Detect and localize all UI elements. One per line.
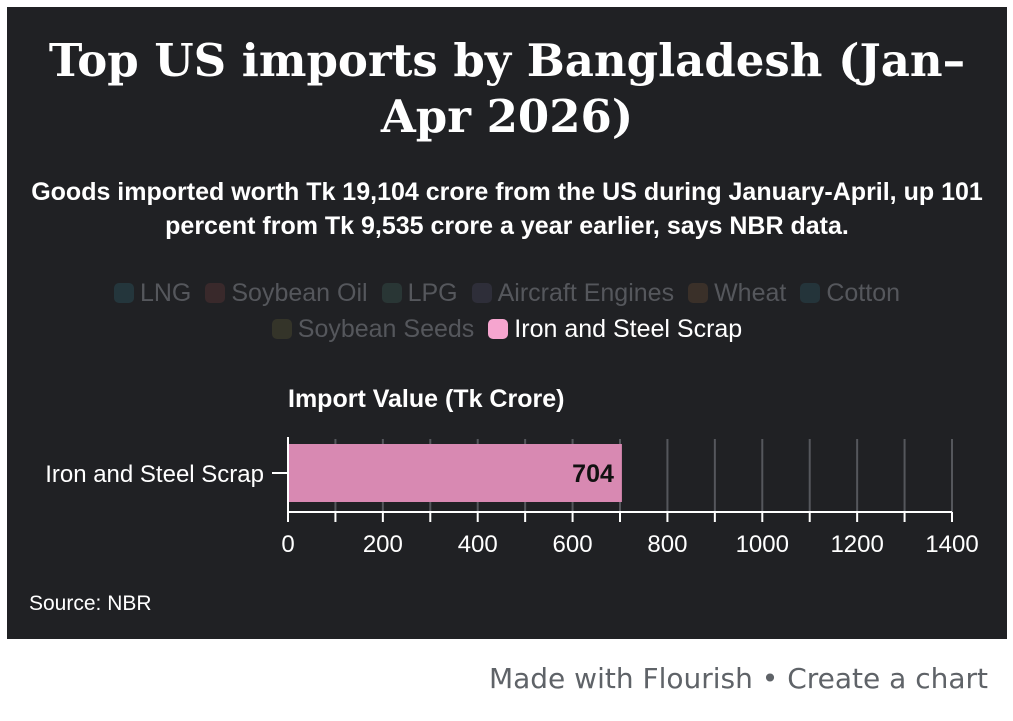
chart-panel: Top US imports by Bangladesh (Jan–Apr 20… xyxy=(7,7,1007,639)
legend-label: LPG xyxy=(407,279,458,307)
legend-label: Soybean Seeds xyxy=(297,315,475,343)
legend-label: Aircraft Engines xyxy=(497,279,675,307)
x-axis-title: Import Value (Tk Crore) xyxy=(288,385,564,413)
category-label: Iron and Steel Scrap xyxy=(45,461,264,488)
made-with-flourish-link[interactable]: Made with Flourish xyxy=(488,662,753,695)
legend-swatch xyxy=(488,319,509,339)
legend: LNG Soybean Oil LPG Aircraft Engines Wheat Co… xyxy=(47,277,967,345)
x-tick-label: 800 xyxy=(647,531,687,558)
legend-swatch xyxy=(381,283,402,303)
legend-label: Wheat xyxy=(714,279,787,307)
legend-swatch xyxy=(271,319,292,339)
legend-swatch xyxy=(688,283,709,303)
legend-label: LNG xyxy=(139,279,192,307)
x-tick-label: 1200 xyxy=(830,531,883,558)
chart-subtitle: Goods imported worth Tk 19,104 crore fro… xyxy=(31,178,983,240)
x-tick-label: 600 xyxy=(553,531,593,558)
chart-title: Top US imports by Bangladesh (Jan–Apr 20… xyxy=(48,34,966,143)
legend-item-wheat[interactable]: Wheat xyxy=(688,277,786,309)
x-tick-label: 400 xyxy=(458,531,498,558)
legend-label: Cotton xyxy=(826,279,901,307)
legend-swatch xyxy=(800,283,821,303)
x-tick-label: 1000 xyxy=(736,531,789,558)
x-tick-label: 200 xyxy=(363,531,403,558)
legend-swatch xyxy=(205,283,226,303)
create-chart-link[interactable]: Create a chart xyxy=(787,662,988,695)
legend-swatch xyxy=(471,283,492,303)
legend-label: Soybean Oil xyxy=(231,279,368,307)
legend-item-lng[interactable]: LNG xyxy=(113,277,192,309)
legend-item-lpg[interactable]: LPG xyxy=(381,277,458,309)
x-tick-label: 0 xyxy=(281,531,294,558)
legend-item-cotton[interactable]: Cotton xyxy=(800,277,900,309)
legend-item-aircraft-engines[interactable]: Aircraft Engines xyxy=(471,277,675,309)
bar-chart: Import Value (Tk Crore) 704 Iron and Steel… xyxy=(45,385,979,558)
legend-item-soybean-oil[interactable]: Soybean Oil xyxy=(205,277,368,309)
data-label: 704 xyxy=(572,460,614,488)
legend-label: Iron and Steel Scrap xyxy=(514,315,743,343)
flourish-footer: Made with Flourish • Create a chart xyxy=(489,662,988,695)
legend-item-soybean-seeds[interactable]: Soybean Seeds xyxy=(271,313,475,345)
source-note: Source: NBR xyxy=(29,592,152,615)
footer-separator: • xyxy=(761,662,779,695)
legend-item-iron-and-steel-scrap[interactable]: Iron and Steel Scrap xyxy=(488,313,742,345)
legend-swatch xyxy=(113,283,134,303)
x-tick-label: 1400 xyxy=(925,531,978,558)
bar-iron-and-steel-scrap xyxy=(288,444,622,502)
